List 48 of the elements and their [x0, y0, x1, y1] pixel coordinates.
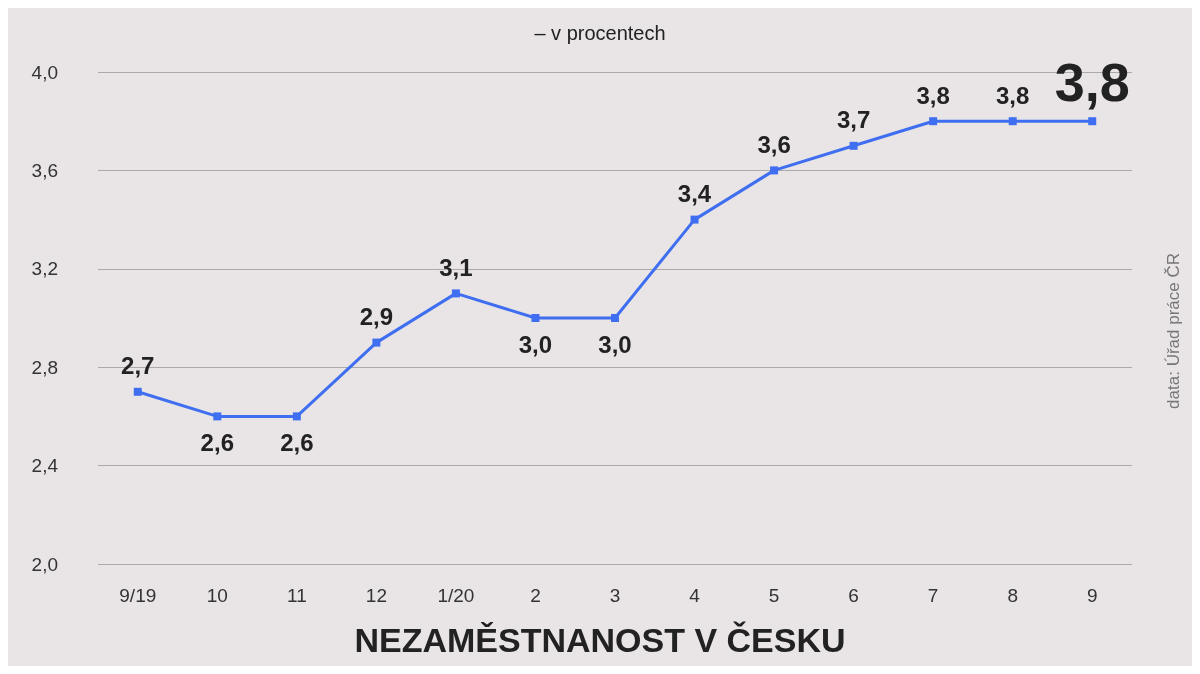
x-tick-label: 1/20	[437, 585, 475, 606]
data-label: 3,6	[757, 130, 791, 158]
x-tick-label: 5	[768, 585, 780, 606]
data-label: 3,0	[518, 330, 553, 358]
x-tick-label: 6	[848, 585, 859, 606]
data-label: 3,8	[1054, 52, 1130, 113]
text: NEZAMĚSTNANOST V ČESKU	[354, 621, 846, 659]
x-tick-label: 4	[689, 585, 701, 606]
x-tick-label: 12	[365, 585, 387, 606]
data-label: 3,0	[598, 330, 632, 358]
y-tick-label: 3,6	[31, 159, 58, 181]
data-label: 2,7	[121, 352, 155, 380]
point	[690, 215, 699, 224]
x-tick-label: 11	[286, 585, 307, 606]
point	[1088, 117, 1097, 126]
point	[531, 314, 540, 322]
data-label: 2,9	[359, 303, 394, 331]
x-tick-label: 3	[609, 585, 621, 606]
point	[929, 117, 938, 126]
point	[849, 141, 858, 150]
y-tick-label: 2,0	[31, 553, 58, 575]
y-tick-label: 2,4	[31, 455, 59, 477]
data-label: 3,8	[996, 81, 1030, 109]
x-tick-label: 9/19	[119, 585, 157, 606]
x-tick-label: 2	[530, 585, 541, 606]
text: data: Úřad práce ČR	[1164, 253, 1183, 409]
data-label: 2,6	[200, 428, 234, 456]
x-tick-label: 9	[1086, 585, 1098, 606]
y-tick-label: 3,2	[31, 258, 58, 280]
x-tick-label: 8	[1007, 585, 1018, 606]
data-label: 3,4	[677, 180, 712, 208]
data-label: 3,7	[836, 106, 871, 134]
point	[292, 412, 301, 421]
point	[451, 289, 460, 298]
point	[611, 314, 619, 322]
data-label: 3,1	[439, 253, 473, 281]
chart-subtitle: – v procentech	[534, 22, 666, 44]
point	[213, 412, 222, 421]
point	[770, 166, 779, 175]
x-tick-label: 10	[206, 585, 228, 606]
data-label: 3,8	[916, 81, 950, 109]
data-label: 2,6	[280, 428, 314, 456]
point	[133, 387, 142, 396]
point	[1008, 117, 1017, 126]
x-tick-label: 7	[927, 585, 939, 606]
y-tick-label: 4,0	[31, 61, 58, 83]
point	[372, 338, 381, 347]
y-tick-label: 2,8	[31, 356, 58, 378]
